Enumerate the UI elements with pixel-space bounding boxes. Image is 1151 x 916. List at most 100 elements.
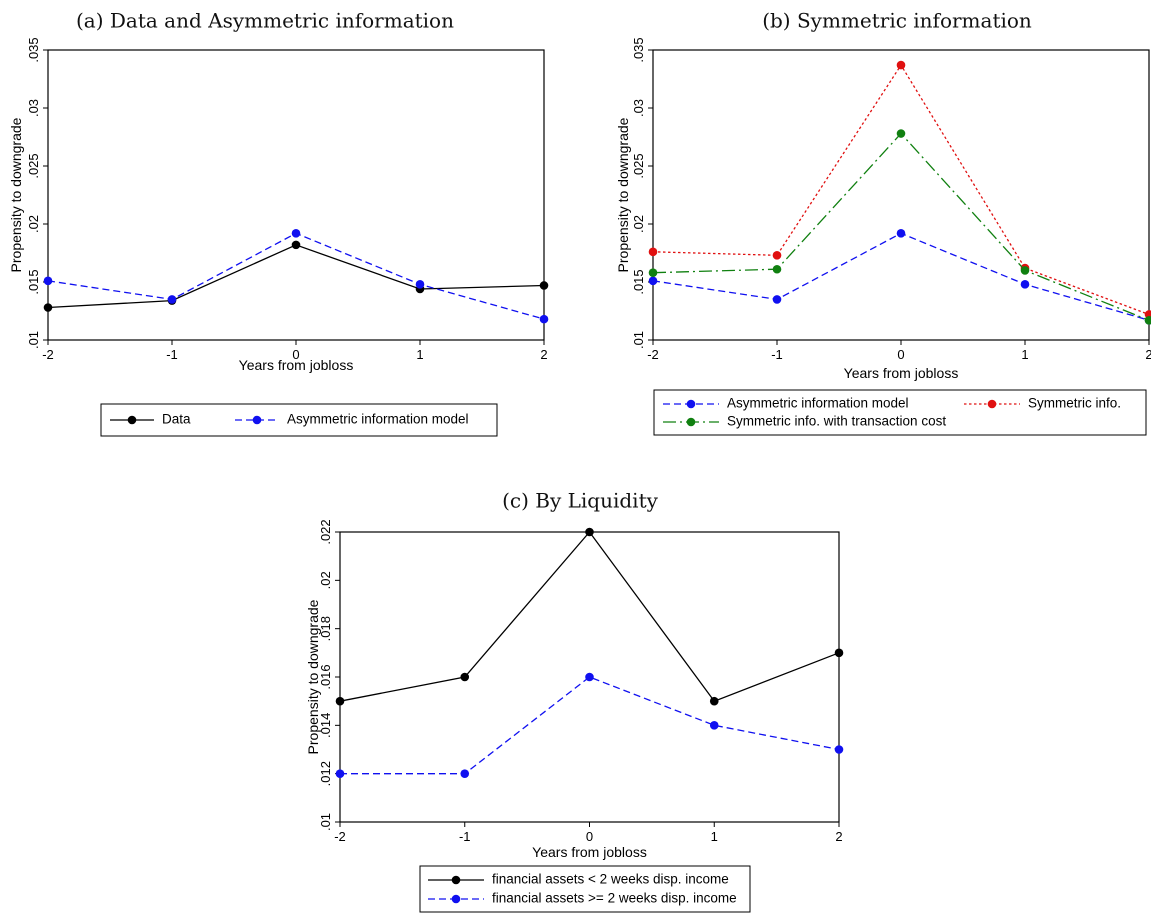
chart-title: (b) Symmetric information [762, 9, 1032, 33]
data-point [834, 745, 844, 754]
legend-swatch-marker [127, 415, 137, 425]
x-tick-label: 1 [1021, 347, 1028, 362]
series-1 [648, 60, 1151, 319]
series-1 [335, 672, 844, 778]
data-point [585, 527, 594, 537]
plot-frame [652, 49, 1150, 341]
data-point [1020, 280, 1030, 289]
legend-swatch-marker [451, 894, 461, 904]
y-tick-label: .02 [318, 571, 333, 589]
series-line [652, 132, 1150, 321]
series-2 [648, 129, 1151, 325]
x-tick-label: -1 [166, 347, 178, 362]
legend-item: Asymmetric information model [663, 396, 909, 411]
legend-swatch-marker [987, 399, 997, 409]
y-tick-label: .03 [631, 99, 646, 117]
y-tick-label: .025 [26, 153, 41, 178]
data-point [772, 264, 782, 274]
data-point [585, 672, 594, 682]
data-point [709, 696, 719, 706]
y-tick-label: .02 [631, 215, 646, 233]
y-tick-label: .035 [631, 37, 646, 62]
y-axis-label: Propensity to downgrade [8, 117, 24, 272]
data-point [896, 129, 906, 138]
y-tick-label: .01 [318, 813, 333, 831]
x-tick-label: 1 [711, 829, 718, 844]
data-point [43, 276, 53, 286]
legend-item: Data [110, 412, 191, 427]
data-point [415, 280, 425, 289]
series-0 [335, 527, 844, 706]
x-tick-label: 2 [1145, 347, 1151, 362]
legend: financial assets < 2 weeks disp. income f… [419, 865, 751, 913]
data-point [896, 60, 906, 70]
x-tick-label: -1 [771, 347, 783, 362]
data-point [460, 769, 470, 778]
y-tick-label: .01 [631, 331, 646, 349]
x-tick-label: 0 [897, 347, 904, 362]
y-axis-label: Propensity to downgrade [615, 117, 631, 272]
x-tick-label: 1 [416, 347, 423, 362]
data-point [335, 696, 345, 706]
data-point [539, 314, 549, 324]
series-0 [43, 240, 549, 312]
chart-2: (c) By Liquidity .01 .012 .014 .016 .018 .02 .0… [305, 489, 844, 913]
data-point [648, 247, 658, 257]
legend-item: Symmetric info. with transaction cost [663, 414, 946, 429]
x-tick-label: -2 [334, 829, 346, 844]
x-tick-label: 0 [292, 347, 299, 362]
x-tick-label: 2 [835, 829, 842, 844]
legend-label: financial assets >= 2 weeks disp. income [492, 891, 737, 906]
legend-box [419, 865, 751, 913]
data-point [291, 228, 301, 238]
data-point [772, 251, 782, 260]
data-point [43, 303, 53, 312]
data-point [648, 276, 658, 286]
y-tick-label: .025 [631, 153, 646, 178]
series-line [652, 232, 1150, 321]
x-axis-label: Years from jobloss [844, 365, 959, 381]
y-tick-label: .01 [26, 331, 41, 349]
data-point [1020, 266, 1030, 275]
legend-swatch-marker [252, 415, 262, 425]
legend-item: Asymmetric information model [235, 412, 469, 427]
chart-0: (a) Data and Asymmetric information .01 .0… [8, 9, 549, 437]
y-axis-label: Propensity to downgrade [305, 599, 321, 754]
data-point [772, 295, 782, 304]
y-tick-label: .012 [318, 761, 333, 786]
chart-title: (c) By Liquidity [502, 489, 659, 513]
series-line [652, 63, 1150, 316]
legend-label: Data [162, 412, 191, 427]
data-point [539, 281, 549, 290]
x-tick-label: 0 [586, 829, 593, 844]
legend-swatch-marker [686, 417, 696, 427]
legend-item: financial assets >= 2 weeks disp. income [428, 891, 737, 906]
chart-title: (a) Data and Asymmetric information [76, 9, 454, 33]
data-point [834, 648, 844, 658]
series-0 [648, 228, 1151, 325]
legend: Asymmetric information model Symmetric in… [653, 389, 1147, 436]
legend-label: Symmetric info. [1028, 396, 1121, 411]
data-point [709, 721, 719, 730]
data-point [648, 268, 658, 278]
legend-box [653, 389, 1147, 436]
legend-box [100, 403, 498, 437]
data-point [167, 295, 177, 304]
x-tick-label: -2 [42, 347, 54, 362]
series-1 [43, 228, 549, 324]
y-tick-label: .03 [26, 99, 41, 117]
data-point [291, 240, 301, 250]
x-tick-label: 2 [540, 347, 547, 362]
series-line [340, 676, 840, 775]
legend-label: financial assets < 2 weeks disp. income [492, 872, 729, 887]
legend-label: Symmetric info. with transaction cost [727, 414, 946, 429]
y-tick-label: .022 [318, 519, 333, 544]
x-axis-label: Years from jobloss [532, 844, 647, 860]
y-tick-label: .015 [631, 269, 646, 294]
plot-frame [47, 49, 545, 341]
x-axis-label: Years from jobloss [239, 357, 354, 373]
data-point [460, 672, 470, 682]
legend: Data Asymmetric information model [100, 403, 498, 437]
legend-label: Asymmetric information model [727, 396, 909, 411]
